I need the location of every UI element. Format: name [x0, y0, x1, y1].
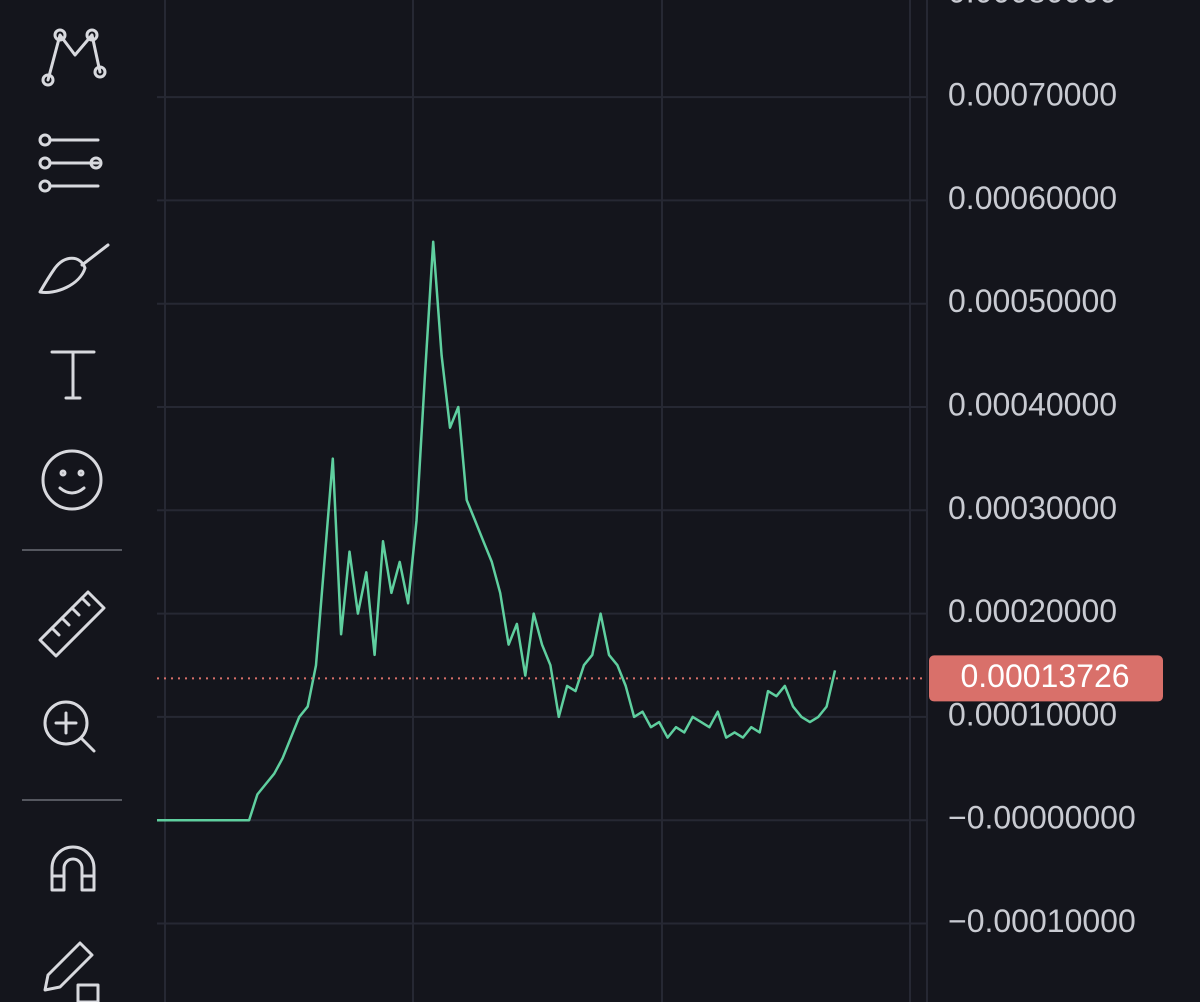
last-price-label: 0.00013726	[960, 658, 1129, 694]
toolbar	[22, 28, 122, 1002]
y-tick-label: 0.00080000	[948, 0, 1117, 9]
y-tick-label: 0.00010000	[948, 696, 1117, 732]
pattern-tool[interactable]	[41, 28, 107, 87]
y-tick-label: 0.00070000	[948, 77, 1117, 113]
lock-draw-tool[interactable]	[43, 941, 100, 1002]
price-line	[157, 240, 837, 822]
ruler-tool[interactable]	[38, 590, 106, 658]
y-tick-label: 0.00060000	[948, 180, 1117, 216]
y-tick-label: 0.00030000	[948, 490, 1117, 526]
y-tick-label: −0.00010000	[948, 903, 1136, 939]
zoom-tool[interactable]	[43, 700, 96, 753]
y-tick-label: −0.00000000	[948, 800, 1136, 836]
emoji-tool[interactable]	[41, 449, 103, 511]
last-price-box	[929, 655, 1163, 702]
text-tool[interactable]	[50, 350, 96, 400]
y-tick-label: 0.00040000	[948, 386, 1117, 422]
y-tick-label: 0.00020000	[948, 593, 1117, 629]
y-tick-label: 0.00050000	[948, 283, 1117, 319]
vertical-grid	[164, 0, 911, 1002]
fib-tool[interactable]	[38, 133, 103, 193]
magnet-tool[interactable]	[50, 845, 96, 892]
brush-tool[interactable]	[38, 243, 110, 295]
